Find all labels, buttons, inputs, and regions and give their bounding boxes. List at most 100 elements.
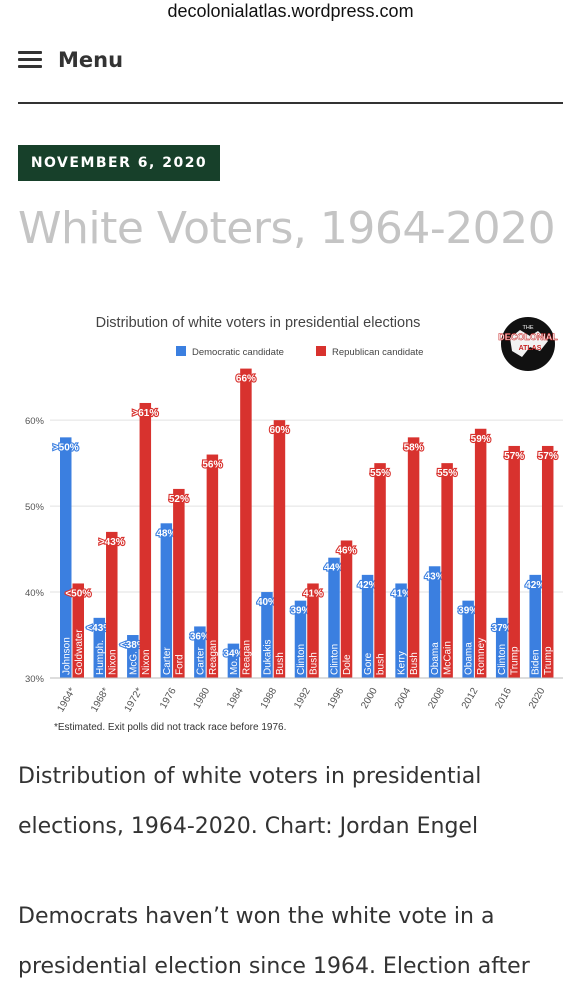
candidate-label-dem-2016: Clinton [497, 644, 508, 675]
value-label-rep-2004: 58% [404, 442, 424, 453]
value-label-dem-1984: 34% [223, 649, 243, 660]
candidate-label-dem-2000: Gore [363, 652, 374, 675]
candidate-label-rep-2004: Bush [409, 652, 420, 675]
y-tick-label-60: 60% [25, 416, 45, 427]
x-tick-label-1988: 1988 [259, 686, 280, 711]
bar-rep-1968 [106, 531, 118, 678]
legend-label-democratic: Democratic candidate [192, 347, 284, 358]
candidate-label-rep-1972: Nixon [141, 649, 152, 675]
value-label-rep-1964: <50% [65, 588, 91, 599]
logo-text-top: THE [523, 325, 534, 331]
legend-swatch-democratic [176, 346, 186, 356]
logo-map-shape [510, 330, 548, 357]
value-label-dem-2020: 42% [525, 580, 545, 591]
bar-rep-2004 [407, 437, 420, 678]
candidate-label-rep-1964: Goldwater [74, 629, 85, 675]
bar-rep-1980 [206, 454, 219, 678]
hamburger-icon [18, 51, 42, 69]
bar-rep-2016 [508, 445, 520, 678]
value-label-dem-2008: 43% [425, 571, 445, 582]
chart-footnote: *Estimated. Exit polls did not track rac… [54, 722, 286, 733]
value-label-dem-1980: 36% [190, 631, 210, 642]
bar-dem-1964 [60, 437, 72, 678]
candidate-label-rep-1968: Nixon [107, 649, 118, 675]
post-paragraph: Democrats haven’t won the white vote in … [18, 904, 530, 979]
value-label-rep-2008: 55% [437, 468, 457, 479]
candidate-label-dem-1988: Dukakis [262, 639, 273, 675]
candidate-label-dem-1964: Johnson [61, 637, 72, 675]
value-label-rep-1976: 52% [169, 494, 189, 505]
menu-toggle[interactable]: Menu [18, 44, 123, 76]
candidate-label-dem-1980: Carter [195, 647, 206, 675]
candidate-label-rep-2008: McCain [443, 641, 454, 675]
value-label-rep-1968: >43% [99, 537, 125, 548]
bar-rep-1972 [139, 402, 152, 678]
bar-dem-1972 [127, 635, 139, 678]
chart-image: Distribution of white voters in presiden… [18, 300, 568, 740]
post-date-badge[interactable]: NOVEMBER 6, 2020 [18, 145, 220, 181]
value-label-rep-1996: 46% [337, 545, 357, 556]
value-label-dem-1976: 48% [156, 528, 176, 539]
candidate-label-rep-2016: Trump [510, 646, 521, 675]
value-label-rep-1992: 41% [303, 588, 323, 599]
value-label-dem-2012: 39% [458, 606, 478, 617]
value-label-rep-1980: 56% [202, 460, 222, 471]
candidate-label-rep-2012: Romney [476, 638, 487, 675]
header-divider [18, 102, 563, 104]
bar-dem-1996 [328, 557, 340, 678]
bar-dem-1992 [294, 600, 307, 678]
candidate-label-rep-1992: Bush [308, 652, 319, 675]
bar-dem-2020 [529, 574, 541, 678]
chart-title: Distribution of white voters in presiden… [96, 315, 421, 331]
x-tick-label-2000: 2000 [359, 686, 380, 711]
candidate-label-rep-2000: bush [376, 653, 387, 675]
candidate-label-rep-1976: Ford [174, 654, 185, 675]
candidate-label-rep-1996: Dole [342, 654, 353, 675]
value-label-rep-2020: 57% [538, 451, 558, 462]
candidate-label-dem-2012: Obama [464, 642, 475, 675]
x-tick-label-2016: 2016 [493, 686, 514, 711]
candidate-label-dem-1976: Carter [162, 647, 173, 675]
value-label-rep-1984: 66% [236, 374, 256, 385]
bar-rep-1992 [307, 583, 319, 678]
candidate-label-dem-1992: Clinton [296, 644, 307, 675]
y-tick-label-40: 40% [25, 588, 45, 599]
candidate-label-dem-1968: Humph. [95, 640, 106, 675]
candidate-label-rep-1984: Reagan [241, 640, 252, 675]
x-tick-label-1968: 1968* [89, 686, 112, 714]
value-label-dem-1992: 39% [290, 606, 310, 617]
logo-text-bottom: ATLAS [519, 345, 542, 352]
browser-url[interactable]: decolonialatlas.wordpress.com [167, 1, 414, 21]
bar-rep-1964 [72, 583, 84, 678]
menu-label: Menu [58, 48, 124, 72]
candidate-label-dem-1996: Clinton [330, 644, 341, 675]
post-title: White Voters, 1964-2020 [18, 203, 556, 254]
value-label-rep-2016: 57% [504, 451, 524, 462]
bar-dem-1980 [194, 626, 206, 678]
value-label-dem-2004: 41% [391, 588, 411, 599]
bar-rep-1996 [340, 540, 353, 678]
bar-dem-1968 [93, 617, 106, 678]
bar-dem-2008 [428, 566, 441, 678]
candidate-label-rep-1980: Reagan [208, 640, 219, 675]
y-tick-label-30: 30% [25, 674, 45, 685]
x-tick-label-1980: 1980 [192, 686, 213, 711]
value-label-dem-2016: 37% [492, 623, 512, 634]
candidate-label-dem-1984: Mo. [229, 658, 240, 675]
value-label-dem-2000: 42% [358, 580, 378, 591]
candidate-label-dem-1972: McG. [128, 651, 139, 675]
value-label-dem-1996: 44% [324, 563, 344, 574]
white-voters-chart: Distribution of white voters in presiden… [25, 315, 563, 733]
x-tick-label-1976: 1976 [158, 686, 179, 711]
candidate-label-rep-1988: Bush [275, 652, 286, 675]
bar-rep-2012 [474, 428, 487, 678]
logo-text-main: DECOLONIAL [498, 332, 558, 342]
bar-dem-1988 [261, 592, 273, 678]
y-tick-label-50: 50% [25, 502, 45, 513]
bar-rep-2020 [541, 445, 554, 678]
legend-swatch-republican [316, 346, 326, 356]
candidate-label-dem-2020: Biden [531, 649, 542, 675]
legend-label-republican: Republican candidate [332, 347, 423, 358]
bar-rep-2000 [374, 463, 386, 678]
bar-dem-2004 [395, 583, 407, 678]
